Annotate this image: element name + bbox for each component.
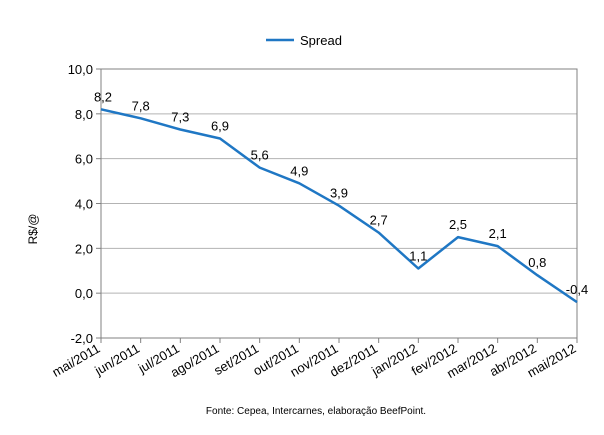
y-tick-label: 0,0 [75,286,93,301]
x-tick-marks [100,338,578,343]
data-label: 8,2 [94,89,112,104]
y-tick-label: -2,0 [71,331,93,346]
x-tick-labels: mai/2011jun/2011jul/2011ago/2011set/2011… [50,341,579,381]
data-label: 5,6 [251,148,269,163]
y-tick-label: 4,0 [75,197,93,212]
y-tick-label: 6,0 [75,152,93,167]
data-label: 4,9 [290,163,308,178]
x-tick-label: jun/2011 [91,341,142,379]
legend: Spread [266,33,342,48]
source-note: Fonte: Cepea, Intercarnes, elaboração Be… [206,406,426,417]
legend-label-spread: Spread [300,33,342,48]
x-tick-label: mai/2011 [50,341,103,380]
data-label: 2,1 [489,226,507,241]
y-tick-label: 10,0 [68,62,93,77]
y-axis-title: R$/@ [26,214,40,245]
data-label: -0,4 [566,282,588,297]
data-labels: 8,2 7,8 7,3 6,9 5,6 4,9 3,9 2,7 1,1 2,5 2,1 0,8 -0,4 [94,89,588,297]
series-line-spread [100,108,578,304]
data-label: 1,1 [409,249,427,264]
data-label: 6,9 [211,118,229,133]
y-tick-label: 2,0 [75,241,93,256]
data-label: 0,8 [528,255,546,270]
y-tick-labels: -2,0 0,0 2,0 4,0 6,0 8,0 10,0 [68,62,93,346]
x-tick-label: jan/2012 [368,341,420,379]
data-label: 2,7 [370,213,388,228]
data-label: 3,9 [330,186,348,201]
data-label: 2,5 [449,217,467,232]
data-label: 7,3 [171,110,189,125]
data-label: 7,8 [132,98,150,113]
y-tick-label: 8,0 [75,107,93,122]
